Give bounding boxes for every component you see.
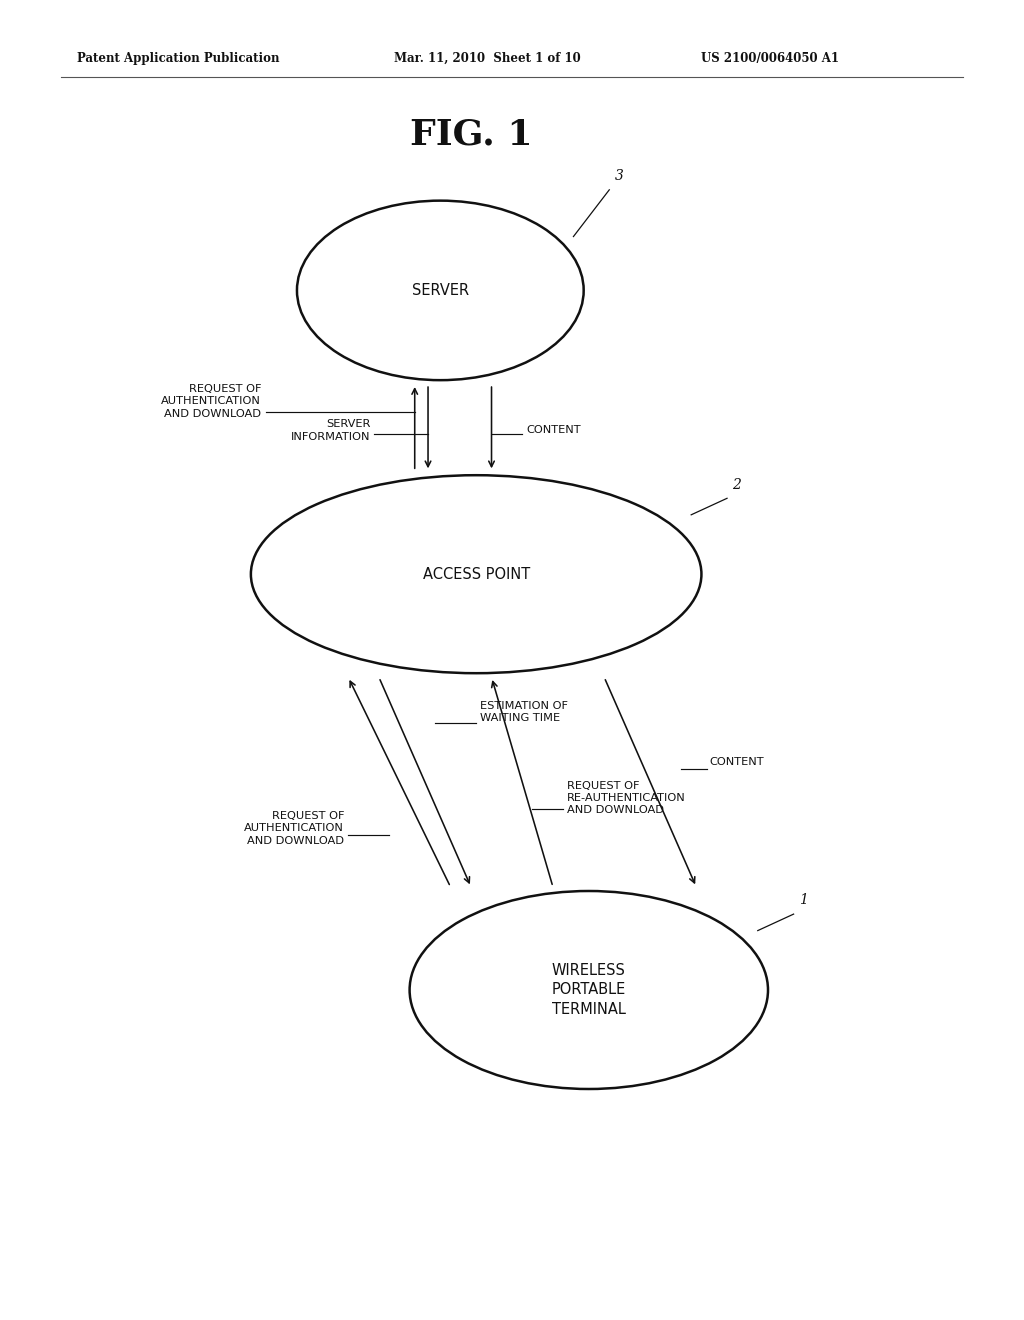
Text: Patent Application Publication: Patent Application Publication	[77, 51, 280, 65]
Ellipse shape	[410, 891, 768, 1089]
Ellipse shape	[297, 201, 584, 380]
Text: REQUEST OF
AUTHENTICATION
AND DOWNLOAD: REQUEST OF AUTHENTICATION AND DOWNLOAD	[161, 384, 261, 418]
Text: SERVER
INFORMATION: SERVER INFORMATION	[291, 420, 371, 441]
Text: CONTENT: CONTENT	[710, 758, 764, 767]
Ellipse shape	[251, 475, 701, 673]
Text: SERVER: SERVER	[412, 282, 469, 298]
Text: WIRELESS
PORTABLE
TERMINAL: WIRELESS PORTABLE TERMINAL	[552, 962, 626, 1018]
Text: CONTENT: CONTENT	[526, 425, 581, 436]
Text: US 2100/0064050 A1: US 2100/0064050 A1	[701, 51, 840, 65]
Text: REQUEST OF
RE-AUTHENTICATION
AND DOWNLOAD: REQUEST OF RE-AUTHENTICATION AND DOWNLOA…	[567, 780, 686, 816]
Text: Mar. 11, 2010  Sheet 1 of 10: Mar. 11, 2010 Sheet 1 of 10	[394, 51, 581, 65]
Text: ACCESS POINT: ACCESS POINT	[423, 566, 529, 582]
Text: 2: 2	[732, 478, 741, 492]
Text: REQUEST OF
AUTHENTICATION
AND DOWNLOAD: REQUEST OF AUTHENTICATION AND DOWNLOAD	[244, 810, 344, 846]
Text: 3: 3	[614, 169, 624, 183]
Text: 1: 1	[799, 894, 808, 908]
Text: ESTIMATION OF
WAITING TIME: ESTIMATION OF WAITING TIME	[480, 701, 568, 723]
Text: FIG. 1: FIG. 1	[410, 117, 532, 152]
